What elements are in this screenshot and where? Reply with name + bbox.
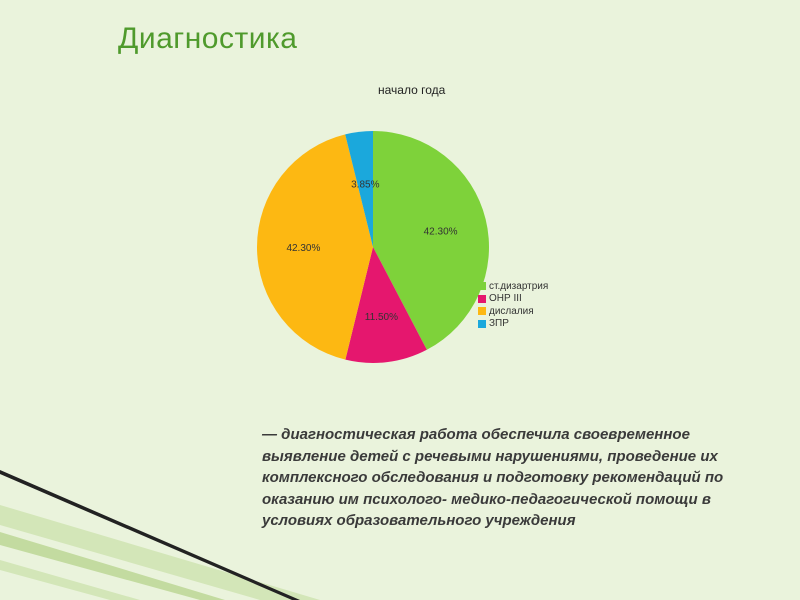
legend-item: ЗПР [478, 318, 548, 331]
pie-slice [373, 131, 490, 350]
legend-swatch [478, 282, 486, 291]
legend-swatch [478, 319, 486, 328]
slice-label: 11.50% [365, 312, 398, 323]
slide-caption: — диагностическая работа обеспечила свое… [262, 426, 724, 529]
legend-swatch [478, 294, 486, 303]
slice-label: 42.30% [424, 226, 458, 237]
legend-item: ОНР III [478, 293, 548, 306]
pie-slice [257, 134, 373, 360]
pie-slice [345, 247, 427, 363]
legend-label: дислалия [489, 305, 534, 317]
legend-label: ОНР III [489, 293, 522, 305]
chart-legend: ст.дизартрия ОНР III дислалия ЗПР [478, 280, 548, 330]
slide-title: Диагностика [118, 22, 298, 55]
legend-item: ст.дизартрия [478, 280, 548, 293]
legend-label: ст.дизартрия [489, 280, 549, 292]
legend-item: дислалия [478, 305, 548, 318]
slice-label: 42.30% [286, 243, 320, 254]
pie-slice [345, 131, 373, 247]
legend-label: ЗПР [489, 318, 509, 330]
legend-swatch [478, 307, 486, 316]
chart-title: начало года [378, 83, 446, 97]
slice-label: 3.85% [351, 180, 379, 191]
